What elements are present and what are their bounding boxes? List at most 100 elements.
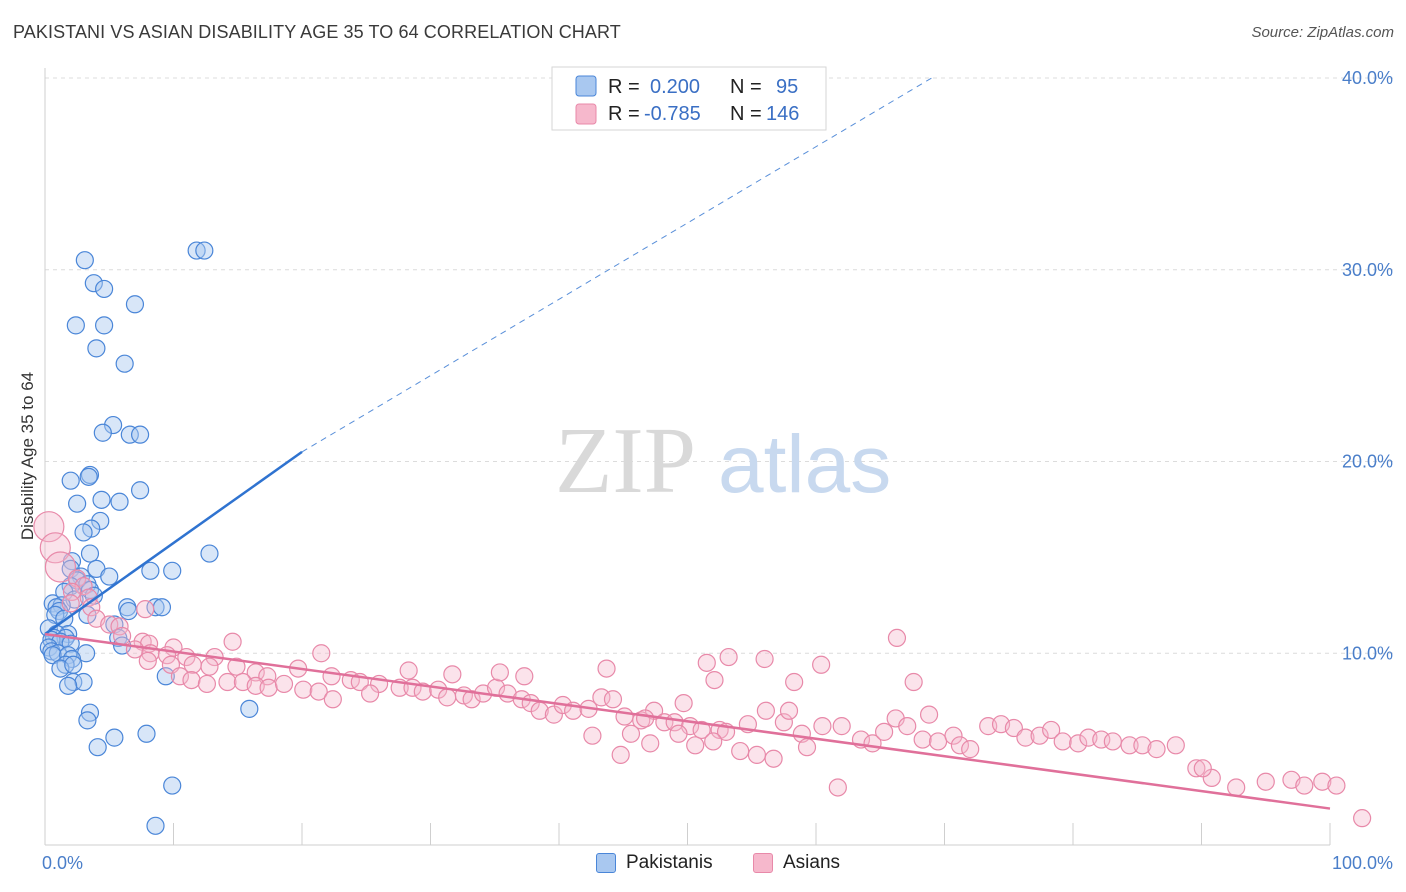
data-point-asian (1227, 778, 1246, 797)
data-point-asian (1256, 772, 1275, 791)
data-point-pakistani (187, 241, 206, 260)
data-point-pakistani (79, 467, 98, 486)
data-point-asian (74, 577, 93, 596)
data-point-asian (223, 632, 242, 651)
data-point-pakistani (95, 316, 114, 335)
data-point-asian (747, 745, 766, 764)
data-point-pakistani (110, 492, 129, 511)
data-point-asian (1030, 726, 1049, 745)
data-point-asian (597, 659, 616, 678)
data-point-asian (399, 661, 418, 680)
data-point-asian (1103, 732, 1122, 751)
data-point-asian (136, 600, 155, 619)
data-point-asian (1133, 736, 1152, 755)
data-point-asian (274, 674, 294, 694)
data-point-asian (898, 717, 917, 736)
data-point-asian (112, 626, 132, 646)
data-point-pakistani (61, 634, 80, 653)
data-point-asian (887, 628, 907, 648)
data-point-asian (719, 647, 738, 667)
y-tick-label: 20.0% (1342, 452, 1393, 472)
data-point-pakistani (55, 582, 74, 601)
data-point-asian (615, 707, 634, 726)
data-point-asian (704, 732, 723, 751)
data-point-pakistani (115, 354, 134, 373)
data-point-asian (913, 730, 932, 749)
data-point-asian (413, 682, 432, 701)
legend-n-label-asians: N = (730, 103, 762, 125)
data-point-pakistani (78, 711, 97, 730)
data-point-asian (322, 667, 341, 686)
data-point-asian (603, 690, 623, 709)
data-point-asian (950, 736, 970, 755)
watermark-atlas: atlas (718, 419, 891, 510)
trend-line-pakistanis (44, 450, 303, 636)
data-point-asian (1327, 776, 1346, 795)
data-point-pakistani (156, 667, 175, 686)
data-point-asian (686, 736, 705, 755)
data-point-asian (1069, 734, 1088, 753)
data-point-pakistani (80, 544, 100, 563)
data-point-asian (611, 745, 630, 764)
y-tick-label: 30.0% (1342, 260, 1393, 280)
data-point-asian (218, 672, 237, 692)
data-point-pakistani (74, 672, 93, 692)
y-tick-label: 10.0% (1342, 643, 1393, 663)
data-point-asian (33, 511, 65, 543)
data-point-asian (621, 724, 641, 743)
legend-n-label-pakistanis: N = (730, 76, 762, 98)
data-point-asian (62, 582, 82, 601)
data-point-asian (583, 726, 602, 745)
legend-swatch-pakistanis (575, 75, 597, 97)
data-point-pakistani (146, 816, 165, 835)
data-point-asian (764, 749, 783, 768)
data-point-asian (674, 694, 693, 713)
data-point-asian (641, 734, 660, 753)
data-point-asian (44, 551, 77, 583)
data-point-asian (361, 684, 380, 703)
data-point-asian (1193, 759, 1212, 778)
data-point-asian (490, 663, 509, 682)
bottom-legend-label-asians: Asians (783, 852, 841, 873)
data-point-asian (259, 678, 278, 697)
data-point-asian (592, 688, 611, 707)
data-point-asian (797, 738, 817, 757)
data-point-pakistani (59, 676, 78, 695)
grid-lines (45, 77, 1395, 654)
data-point-asian (812, 655, 831, 674)
data-point-pakistani (68, 494, 87, 513)
data-point-asian (756, 701, 775, 720)
data-point-asian (1187, 759, 1206, 778)
data-point-pakistani (93, 423, 112, 442)
data-point-asian (1053, 732, 1072, 751)
data-point-asian (828, 778, 847, 797)
data-point-pakistani (66, 316, 85, 335)
data-point-pakistani (130, 481, 150, 500)
data-point-pakistani (100, 567, 119, 586)
legend-n-value-asians: 146 (766, 103, 799, 125)
data-point-asian (875, 722, 894, 741)
bottom-legend: Pakistanis Asians (0, 852, 1406, 876)
legend-swatch-asians (575, 103, 597, 125)
data-point-asian (779, 701, 799, 720)
data-point-asian (731, 741, 750, 761)
legend-r-label-pakistanis: R = (608, 76, 640, 98)
bottom-legend-pakistanis: Pakistanis (596, 852, 713, 874)
legend-r-value-pakistanis: 0.200 (650, 76, 700, 98)
data-point-asian (755, 649, 774, 669)
data-point-asian (312, 644, 331, 663)
data-point-asian (669, 724, 688, 743)
data-point-pakistani (130, 425, 150, 444)
data-point-pakistani (195, 241, 214, 260)
data-point-asian (182, 670, 201, 690)
chart-source: Source: ZipAtlas.com (1251, 24, 1394, 41)
data-point-pakistani (88, 738, 107, 757)
data-point-asian (61, 594, 80, 613)
data-point-asian (1313, 772, 1332, 791)
watermark: ZIP atlas (555, 409, 891, 513)
data-point-asian (138, 651, 157, 671)
data-point-asian (227, 657, 246, 676)
data-point-pakistani (87, 339, 106, 358)
x-tick-label-min: 0.0% (42, 853, 83, 873)
